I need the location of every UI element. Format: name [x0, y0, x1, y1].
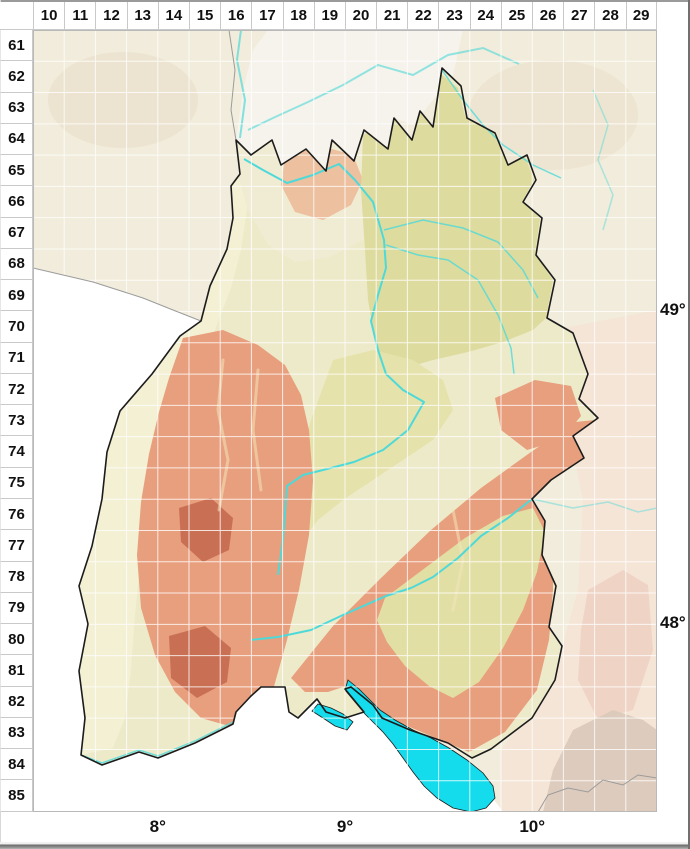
row-label-75: 75 — [0, 467, 33, 499]
column-header-18: 18 — [282, 2, 314, 30]
row-label-72: 72 — [0, 373, 33, 406]
river-main-outside — [247, 46, 520, 131]
column-header-row: 10 11 12 13 14 15 16 17 18 19 20 21 22 23 24 25 26 27 28 29 — [33, 2, 657, 30]
terrain-oberschwaben-basin — [377, 508, 545, 698]
frame-right-edge — [688, 0, 690, 849]
terrain-central-hills — [295, 350, 453, 540]
outside-terrain-ne — [468, 60, 638, 170]
terrain-rhine-plain — [79, 140, 253, 755]
column-header-24: 24 — [469, 2, 501, 30]
row-label-82: 82 — [0, 686, 33, 718]
column-header-23: 23 — [438, 2, 470, 30]
column-header-15: 15 — [188, 2, 221, 30]
column-header-10: 10 — [33, 2, 65, 30]
longitude-label-8: 8° — [149, 817, 166, 836]
grid-lines — [33, 30, 657, 812]
column-header-11: 11 — [64, 2, 96, 30]
border-austria-gray — [537, 774, 657, 812]
river-danube-outside — [531, 498, 657, 513]
row-label-65: 65 — [0, 155, 33, 187]
row-label-76: 76 — [0, 498, 33, 531]
terrain-northeast-hills — [361, 75, 553, 375]
river-tauber — [441, 69, 562, 179]
column-header-16: 16 — [220, 2, 252, 30]
row-label-80: 80 — [0, 624, 33, 656]
column-header-19: 19 — [313, 2, 345, 30]
row-label-69: 69 — [0, 280, 33, 312]
border-hesse-gray — [228, 30, 237, 141]
border-france-gray — [33, 267, 202, 322]
row-label-63: 63 — [0, 92, 33, 124]
column-header-12: 12 — [95, 2, 127, 30]
column-header-25: 25 — [500, 2, 532, 30]
row-label-77: 77 — [0, 530, 33, 562]
column-header-17: 17 — [251, 2, 283, 30]
row-label-62: 62 — [0, 61, 33, 93]
column-header-21: 21 — [376, 2, 408, 30]
column-header-26: 26 — [532, 2, 564, 30]
column-header-29: 29 — [625, 2, 657, 30]
terrain-layers — [79, 75, 595, 755]
column-header-14: 14 — [157, 2, 189, 30]
river-rhine-north-outside — [235, 30, 247, 139]
row-label-85: 85 — [0, 780, 33, 812]
row-label-61: 61 — [0, 30, 33, 62]
map-frame-border — [33, 30, 657, 812]
no-data-hesse-north — [236, 30, 463, 171]
longitude-label-10: 10° — [519, 817, 546, 836]
column-header-22: 22 — [407, 2, 439, 30]
outside-terrain-nw — [48, 52, 198, 148]
latitude-label-48: 48° — [660, 613, 686, 632]
outside-terrain-allgaeu — [578, 570, 653, 720]
terrain-odenwald — [281, 145, 363, 220]
row-label-column: 61 62 63 64 65 66 67 68 69 70 71 72 73 74 75 76 77 78 79 80… — [0, 30, 33, 812]
terrain-ellwangen-hills — [495, 380, 581, 450]
row-label-83: 83 — [0, 717, 33, 750]
row-label-66: 66 — [0, 186, 33, 218]
map-canvas — [33, 30, 657, 812]
column-header-20: 20 — [344, 2, 377, 30]
row-label-71: 71 — [0, 342, 33, 374]
row-label-81: 81 — [0, 655, 33, 687]
row-label-68: 68 — [0, 248, 33, 281]
row-label-74: 74 — [0, 436, 33, 468]
state-boundary-baden-wuerttemberg — [78, 67, 599, 766]
column-header-27: 27 — [563, 2, 595, 30]
row-label-64: 64 — [0, 123, 33, 156]
river-hochrhein — [80, 721, 234, 764]
river-jagst — [383, 219, 539, 299]
no-data-france-switzerland — [33, 268, 503, 812]
row-label-70: 70 — [0, 311, 33, 343]
river-outside-northeast — [592, 89, 614, 231]
lake-untersee — [311, 703, 354, 731]
frame-top-edge — [0, 0, 690, 2]
row-label-67: 67 — [0, 217, 33, 249]
outside-terrain-alps — [543, 710, 657, 812]
column-header-13: 13 — [126, 2, 158, 30]
column-header-28: 28 — [594, 2, 626, 30]
terrain-black-forest-peak-feldberg — [169, 626, 231, 698]
row-label-84: 84 — [0, 749, 33, 781]
row-label-79: 79 — [0, 592, 33, 625]
row-label-73: 73 — [0, 405, 33, 437]
river-neckar — [243, 158, 425, 576]
row-label-78: 78 — [0, 561, 33, 593]
grid-corner-cell — [0, 2, 33, 30]
frame-bottom-bar — [0, 842, 690, 849]
latitude-label-49: 49° — [660, 300, 686, 319]
longitude-label-9: 9° — [336, 817, 354, 836]
